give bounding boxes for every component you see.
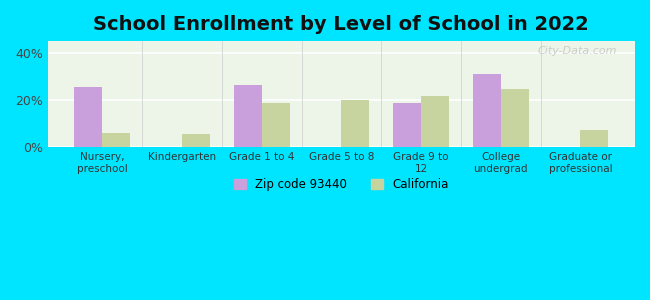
- Bar: [102, 133, 130, 147]
- Bar: [75, 87, 102, 147]
- Bar: [341, 100, 369, 147]
- Bar: [182, 134, 210, 147]
- Title: School Enrollment by Level of School in 2022: School Enrollment by Level of School in …: [94, 15, 590, 34]
- Bar: [500, 89, 528, 147]
- Bar: [262, 103, 289, 147]
- Bar: [421, 96, 449, 147]
- Bar: [580, 130, 608, 147]
- Text: City-Data.com: City-Data.com: [538, 46, 617, 56]
- Bar: [234, 85, 262, 147]
- Legend: Zip code 93440, California: Zip code 93440, California: [229, 173, 453, 196]
- Bar: [393, 103, 421, 147]
- Bar: [473, 74, 501, 147]
